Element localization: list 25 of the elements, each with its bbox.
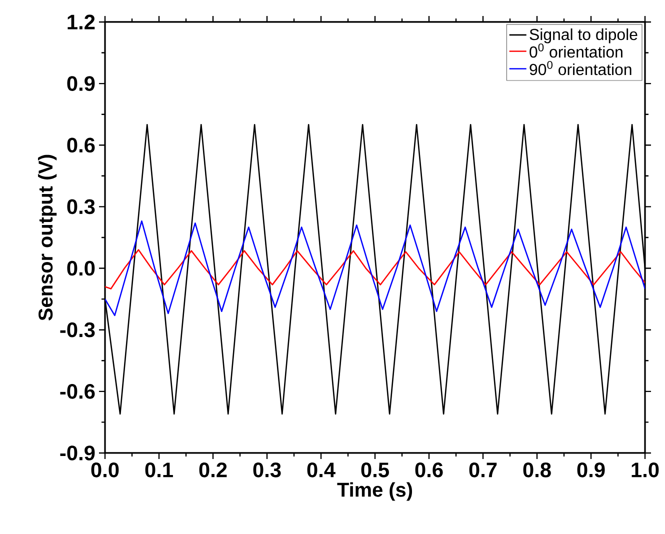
x-tick-label: 0.7 (469, 462, 497, 478)
x-tick-label: 0.4 (307, 462, 336, 478)
x-tick-label: 0.9 (577, 462, 605, 478)
x-tick-label: 0.3 (253, 462, 281, 478)
x-tick-label: 0.2 (199, 462, 227, 478)
y-tick-label: 0.3 (67, 199, 95, 214)
x-tick-label: 0.5 (361, 462, 389, 478)
y-tick-label: 0.6 (67, 138, 95, 153)
legend-label: 90$^{0}$ orientation (530, 60, 632, 76)
x-tick-label: 1.0 (632, 462, 659, 478)
x-tick-label: 0.8 (523, 462, 551, 478)
y-tick-label: -0.9 (60, 446, 95, 460)
y-tick-label: 1.2 (68, 14, 95, 30)
y-axis-title: Sensor output (V) (38, 154, 57, 320)
line-series (105, 249, 646, 290)
legend-label: 0$^{0}$ orientation (530, 43, 622, 58)
y-tick-label: 0.0 (67, 260, 95, 276)
x-tick-label: 0.0 (91, 462, 119, 478)
y-tick-label: -0.6 (60, 384, 95, 399)
y-tick-label: 0.9 (67, 76, 95, 91)
y-tick-label: -0.3 (60, 322, 95, 338)
x-tick-label: 0.6 (415, 462, 443, 478)
x-axis-title: Time (s) (337, 482, 412, 501)
x-tick-label: 0.1 (145, 462, 173, 478)
legend-label: Signal to dipole (530, 28, 638, 44)
